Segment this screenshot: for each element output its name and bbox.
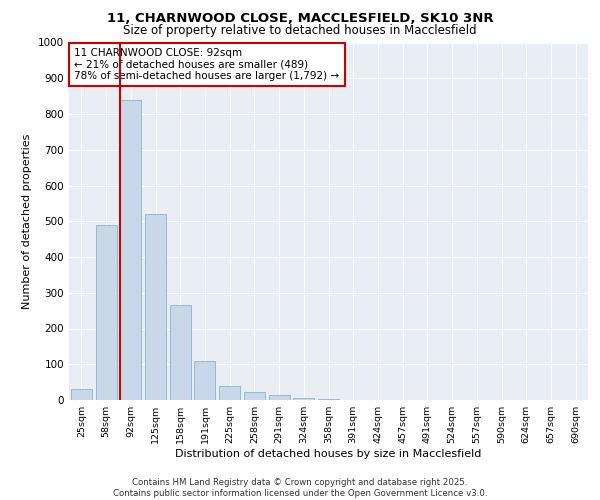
Bar — [244, 392, 265, 400]
Bar — [71, 390, 92, 400]
Text: Size of property relative to detached houses in Macclesfield: Size of property relative to detached ho… — [123, 24, 477, 37]
X-axis label: Distribution of detached houses by size in Macclesfield: Distribution of detached houses by size … — [175, 449, 482, 459]
Text: 11 CHARNWOOD CLOSE: 92sqm
← 21% of detached houses are smaller (489)
78% of semi: 11 CHARNWOOD CLOSE: 92sqm ← 21% of detac… — [74, 48, 340, 81]
Text: Contains HM Land Registry data © Crown copyright and database right 2025.
Contai: Contains HM Land Registry data © Crown c… — [113, 478, 487, 498]
Bar — [219, 386, 240, 400]
Bar — [194, 362, 215, 400]
Y-axis label: Number of detached properties: Number of detached properties — [22, 134, 32, 309]
Bar — [95, 225, 116, 400]
Bar — [269, 394, 290, 400]
Bar — [293, 398, 314, 400]
Bar — [145, 214, 166, 400]
Bar — [170, 306, 191, 400]
Text: 11, CHARNWOOD CLOSE, MACCLESFIELD, SK10 3NR: 11, CHARNWOOD CLOSE, MACCLESFIELD, SK10 … — [107, 12, 493, 26]
Bar — [120, 100, 141, 400]
